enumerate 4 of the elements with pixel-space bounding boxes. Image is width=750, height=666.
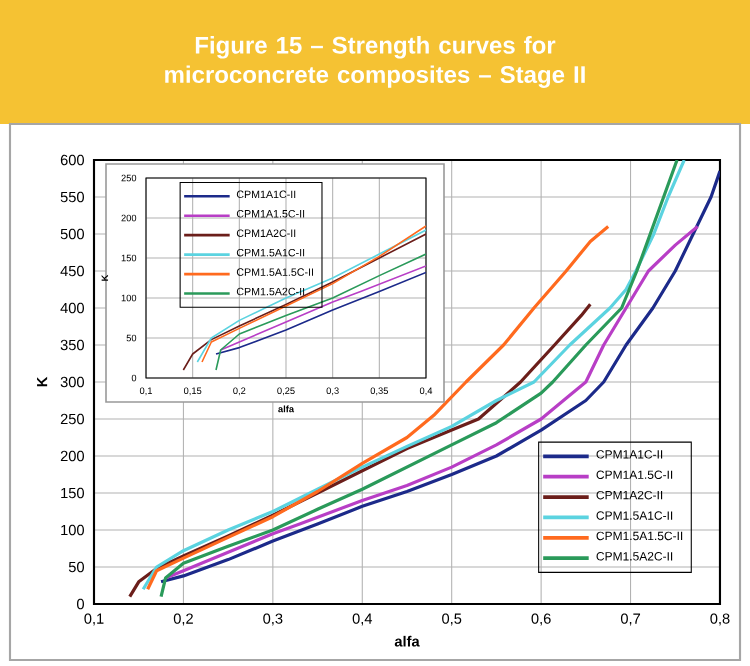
line-series — [215, 253, 426, 371]
line-series — [128, 302, 592, 599]
chart-title: Figure 15 – Strength curves for microconcrete composites – Stage II — [165, 36, 585, 88]
line-series — [163, 225, 700, 580]
